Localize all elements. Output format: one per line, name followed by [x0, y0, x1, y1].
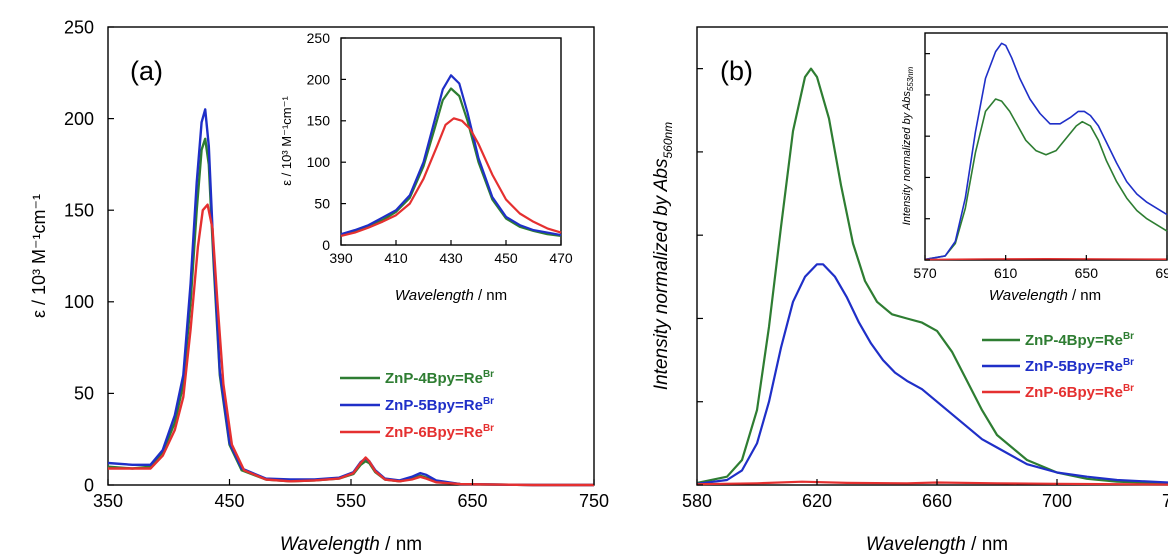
panel-b-inset-x-tick-label: 650 [1075, 265, 1099, 281]
panel-a-inset-series-znp-4bpy-re [340, 87, 562, 237]
panel-a-label: (a) [130, 56, 163, 86]
panel-a-inset-y-tick-label: 0 [322, 237, 330, 253]
panel-b-axes: 580 620 660 700 740 [682, 68, 1168, 511]
panel-a-inset-frame [340, 37, 562, 246]
panel-a-y-tick-label: 150 [64, 201, 94, 221]
panel-a-inset-series-group [340, 74, 562, 237]
panel-a-legend-label-znp-5bpy-re: ZnP-5Bpy=ReBr [385, 396, 494, 414]
panel-b-inset-series-znp-5bpy-re [924, 42, 1168, 261]
panel-b-x-tick-label: 740 [1162, 491, 1168, 511]
panel-a-x-tick-label: 450 [214, 491, 244, 511]
panel-a-y-tick-label: 200 [64, 109, 94, 129]
panel-b-x-tick-label: 660 [922, 491, 952, 511]
panel-b-inset-x-tick-label: 570 [913, 265, 937, 281]
panel-b-x-axis-label: Wavelength / nm [866, 534, 1008, 555]
panel-a-inset-y-tick-label: 100 [307, 154, 331, 170]
panel-a-absorption-chart: 350 450 550 650 750 0 50 100 150 200 250 (a) Wavel… [29, 17, 609, 555]
panel-b-legend-label-znp-6bpy-re: ZnP-6Bpy=ReBr [1025, 383, 1134, 401]
panel-a-series-znp-5bpy-re [107, 108, 594, 487]
panel-a-inset-x-tick-label: 430 [439, 250, 463, 266]
panel-b-inset-series-znp-6bpy-re [924, 258, 1168, 261]
panel-a-legend-label-znp-4bpy-re: ZnP-4Bpy=ReBr [385, 369, 494, 387]
panel-b-inset-frame [924, 32, 1168, 261]
panel-a-y-tick-label: 50 [74, 384, 94, 404]
panel-b-inset-x-tick-label: 690 [1155, 265, 1168, 281]
panel-a-y-axis-label: ε / 10³ M⁻¹cm⁻¹ [29, 194, 49, 318]
panel-b-x-tick-label: 620 [802, 491, 832, 511]
panel-b-x-tick-label: 700 [1042, 491, 1072, 511]
panel-a-inset-x-tick-label: 470 [549, 250, 573, 266]
panel-a-inset-x-tick-label: 390 [329, 250, 353, 266]
panel-a-inset-y-tick-label: 200 [307, 71, 331, 87]
panel-b-inset-x-axis-label: Wavelength / nm [989, 287, 1101, 304]
panel-b-series-znp-4bpy-re [696, 67, 1168, 485]
panel-b-y-axis-label: Intensity normalized by Abs560nm [651, 122, 675, 390]
panel-a-inset-axes: 390 410 430 450 470 0 50 100 150 200 250 [307, 30, 573, 266]
panel-a-inset-y-tick-label: 250 [307, 30, 331, 46]
panel-b-inset-y-axis-label: Intensity normalized by Abs553nm [901, 66, 915, 225]
panel-a-x-axis-label: Wavelength / nm [280, 534, 422, 555]
panel-a-inset-x-tick-label: 450 [494, 250, 518, 266]
panel-a-inset-y-tick-label: 150 [307, 113, 331, 129]
panel-a-y-tick-label: 0 [84, 475, 94, 495]
panel-b-legend-label-znp-4bpy-re: ZnP-4Bpy=ReBr [1025, 331, 1134, 349]
panel-a-legend-label-znp-6bpy-re: ZnP-6Bpy=ReBr [385, 423, 494, 441]
panel-a-inset-series-znp-6bpy-re [340, 117, 562, 237]
panel-b-x-tick-label: 580 [682, 491, 712, 511]
panel-b-legend: ZnP-4Bpy=ReBr ZnP-5Bpy=ReBr ZnP-6Bpy=ReBr [982, 331, 1134, 401]
panel-a-axes: 350 450 550 650 750 0 50 100 150 200 250 [64, 17, 609, 511]
panel-b-emission-chart: 580 620 660 700 740 (b) Wavelength / nm Inte… [651, 26, 1168, 555]
panel-b-plot-frame [696, 26, 1168, 486]
panel-a-x-tick-label: 650 [457, 491, 487, 511]
panel-a-x-tick-label: 350 [93, 491, 123, 511]
panel-a-series-group [107, 108, 594, 487]
panel-a-inset-y-tick-label: 50 [314, 196, 330, 212]
panel-b-inset-axes: 570 610 650 690 [913, 53, 1168, 281]
panel-b-series-znp-6bpy-re [696, 480, 1168, 486]
panel-a-legend: ZnP-4Bpy=ReBr ZnP-5Bpy=ReBr ZnP-6Bpy=ReBr [340, 369, 494, 441]
panel-b-inset-x-tick-label: 610 [994, 265, 1018, 281]
panel-a-series-znp-6bpy-re [108, 203, 594, 487]
panel-a-x-tick-label: 550 [336, 491, 366, 511]
panel-a-inset-x-axis-label: Wavelength / nm [395, 287, 507, 304]
panel-b-inset-series-znp-4bpy-re [924, 98, 1168, 261]
panel-b-inset-series-group [924, 42, 1168, 261]
panel-a-inset-y-axis-label: ε / 10³ M⁻¹cm⁻¹ [279, 96, 294, 186]
panel-b-series-znp-5bpy-re [696, 263, 1168, 485]
panel-a-inset-chart: 390 410 430 450 470 0 50 100 150 200 250 Wavelengt… [279, 30, 573, 304]
panel-b-legend-label-znp-5bpy-re: ZnP-5Bpy=ReBr [1025, 357, 1134, 375]
panel-a-inset-x-tick-label: 410 [384, 250, 408, 266]
panel-a-y-tick-label: 100 [64, 292, 94, 312]
panel-b-inset-chart: 570 610 650 690 Wavelength / nm Intensity n… [901, 32, 1168, 304]
panel-b-label: (b) [720, 56, 753, 86]
panel-a-y-tick-label: 250 [64, 17, 94, 37]
panel-a-inset-series-znp-5bpy-re [340, 74, 562, 237]
panel-a-x-tick-label: 750 [579, 491, 609, 511]
panel-b-series-group [696, 67, 1168, 486]
